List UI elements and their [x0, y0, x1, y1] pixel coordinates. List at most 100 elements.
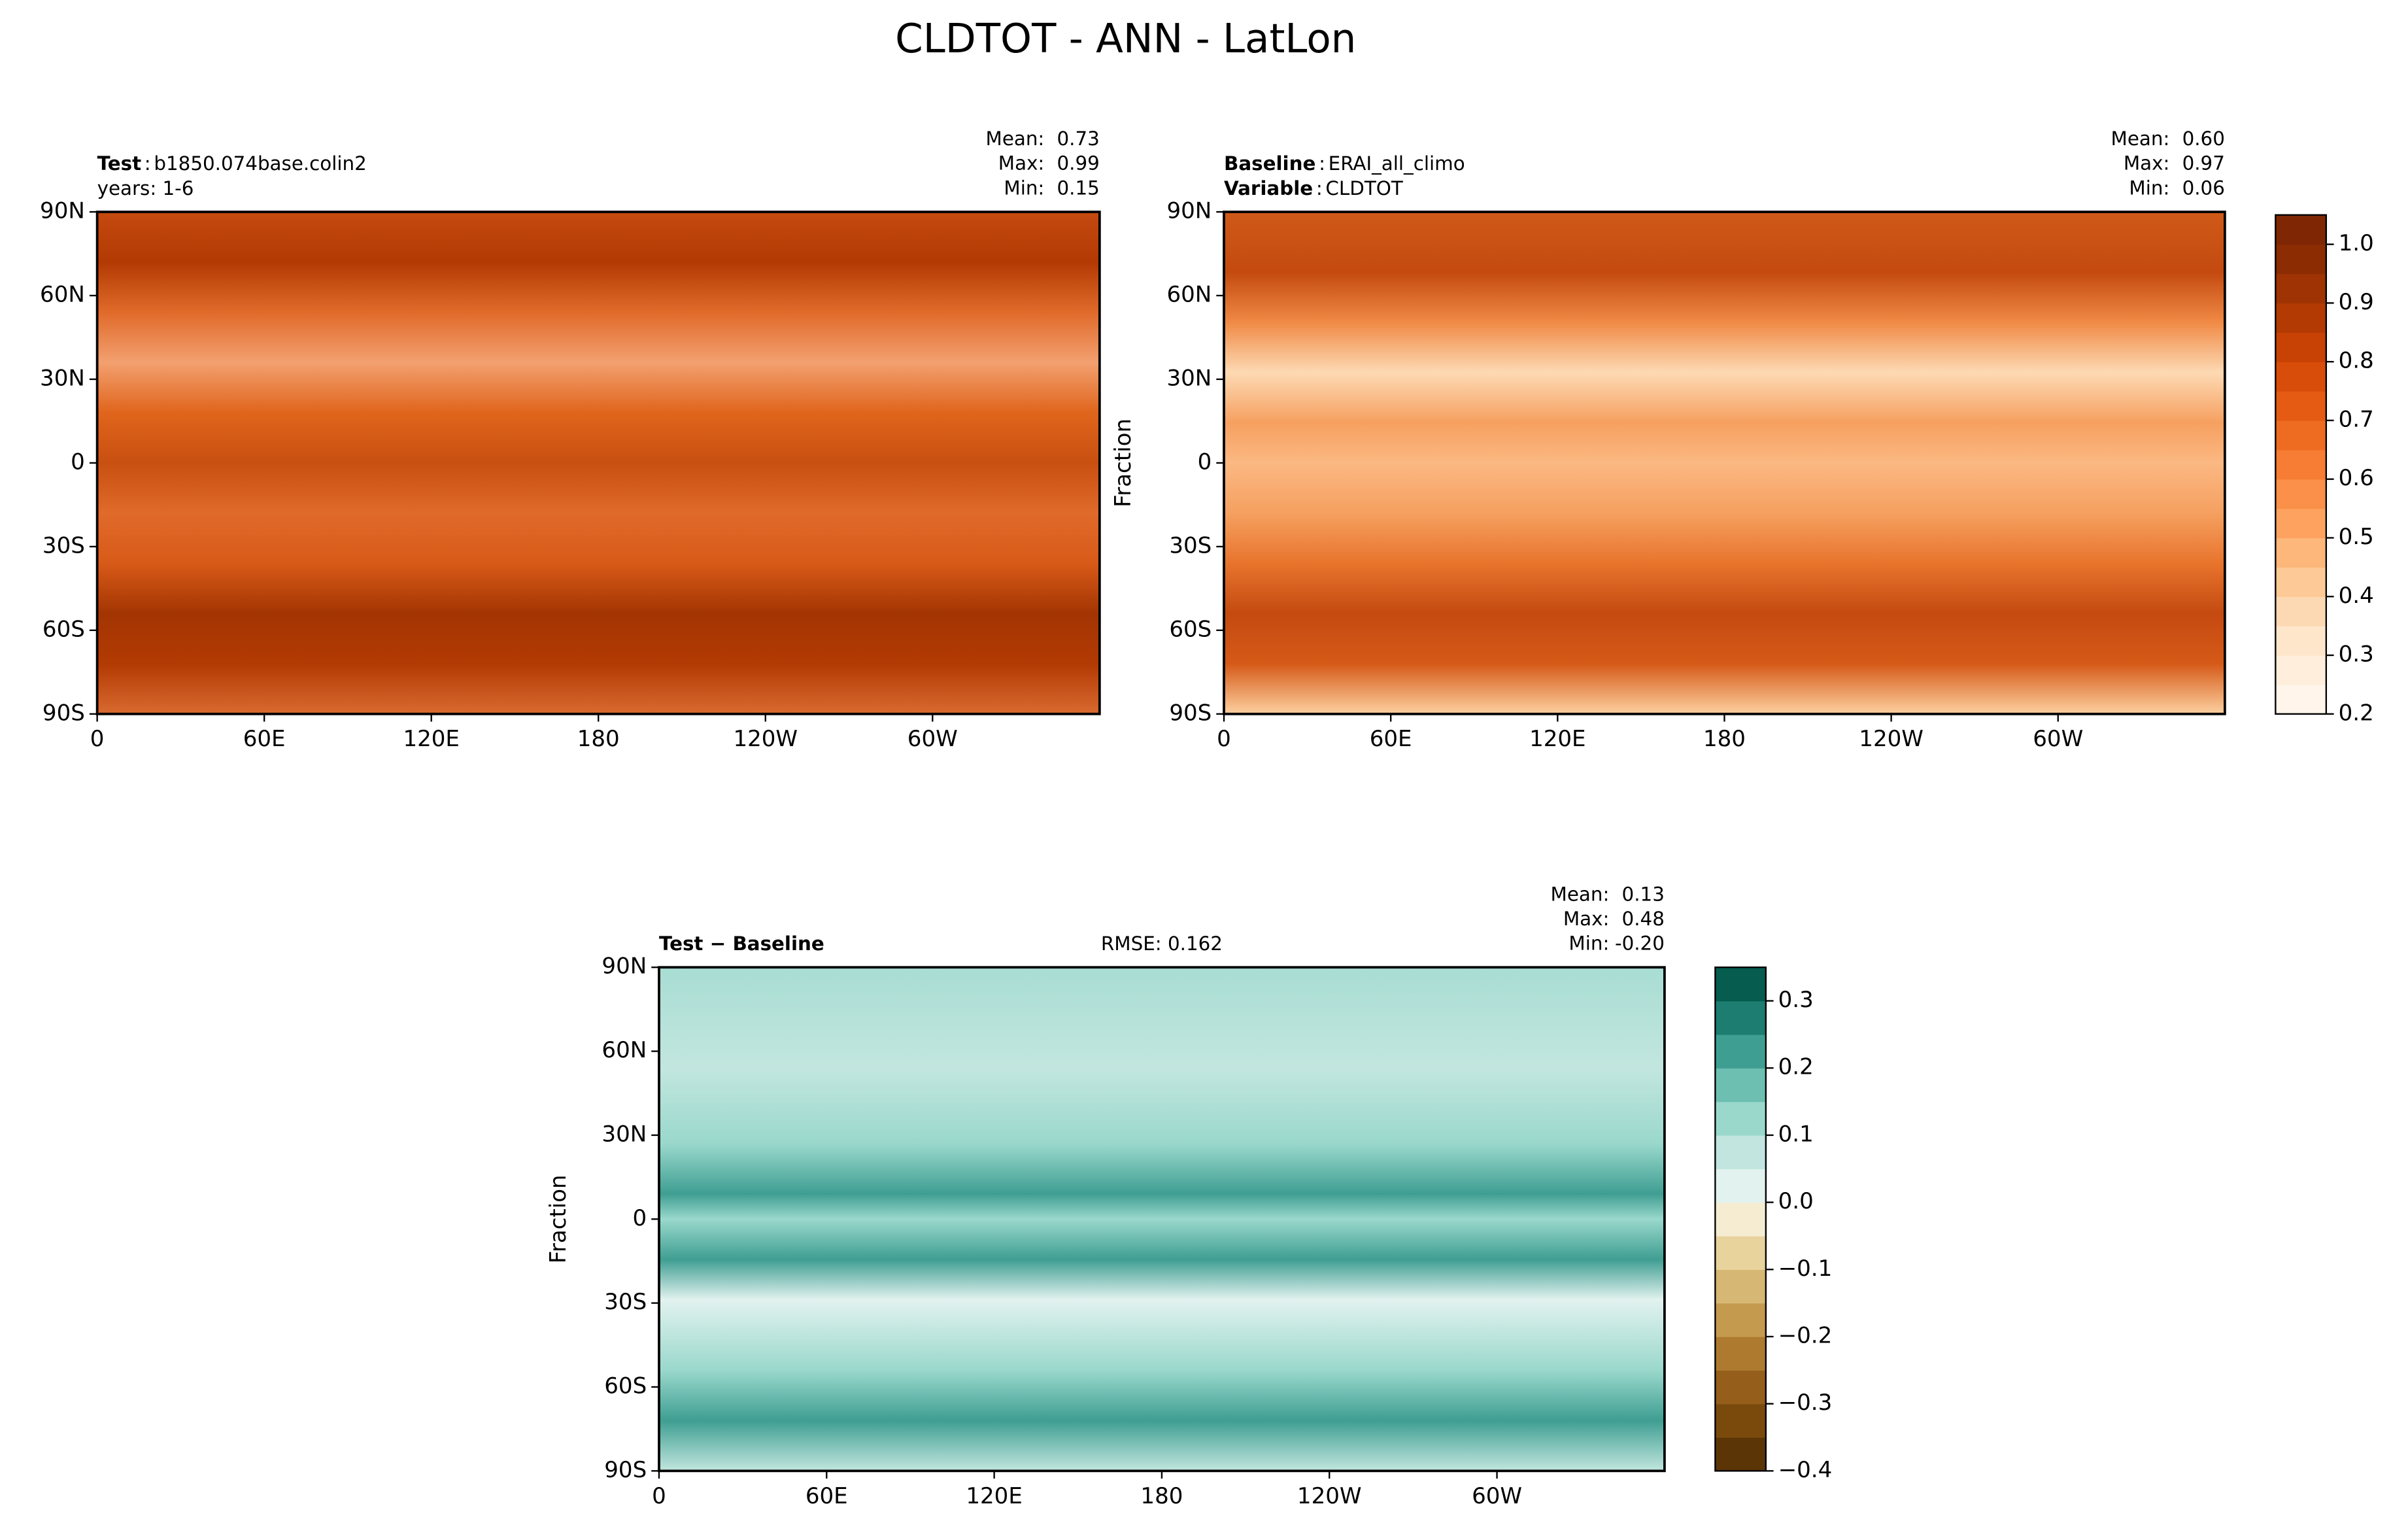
colorbar-band	[1715, 1403, 1766, 1438]
colorbar-tick-label: 0.3	[1778, 987, 1814, 1013]
colorbar-band	[1715, 1370, 1766, 1405]
colorbar-tick-label: −0.4	[1778, 1457, 1833, 1483]
colorbar-band	[2275, 567, 2326, 597]
y-tick-label: 30S	[42, 532, 85, 558]
x-tick-label: 120E	[966, 1483, 1022, 1509]
stat-value: 0.97	[2182, 152, 2225, 175]
rmse-label: RMSE:	[1101, 932, 1162, 954]
panel-label-text: years: 1-6	[97, 177, 194, 199]
stat-value: 0.13	[1622, 883, 1665, 905]
panel-label: Baseline: ERAI_all_climo	[1224, 152, 1465, 175]
stat-value: 0.48	[1622, 908, 1665, 930]
colorbar-band	[2275, 508, 2326, 539]
y-tick-label: 60S	[1169, 616, 1212, 642]
x-tick-label: 60E	[243, 726, 286, 752]
colorbar-band	[2275, 214, 2326, 245]
stat-value: 0.73	[1057, 128, 1100, 150]
stat-value: 0.60	[2182, 128, 2225, 150]
y-tick-label: 90S	[604, 1457, 647, 1483]
x-tick-label: 60W	[2033, 726, 2083, 752]
y-tick-label: 30N	[602, 1121, 647, 1147]
y-tick-label: 30S	[604, 1289, 647, 1315]
colorbar-band	[1715, 1336, 1766, 1371]
x-tick-label: 180	[1140, 1483, 1183, 1509]
x-tick-label: 60E	[805, 1483, 848, 1509]
y-tick-label: 0	[71, 449, 85, 475]
x-tick-label: 60E	[1370, 726, 1412, 752]
stat-value: 0.15	[1057, 177, 1100, 199]
colorbar-tick-label: 0.4	[2339, 583, 2374, 609]
y-tick-label: 30N	[40, 365, 85, 391]
x-tick-label: 0	[1217, 726, 1231, 752]
stat-name: Max:	[2124, 152, 2170, 175]
x-tick-label: 120E	[1529, 726, 1586, 752]
colorbar-band	[2275, 596, 2326, 626]
colorbar-tick-label: 0.1	[1778, 1121, 1814, 1147]
panel-label-sep: :	[1316, 177, 1323, 199]
map-field	[1224, 212, 2225, 714]
colorbar-band	[1715, 1235, 1766, 1270]
colorbar-band	[2275, 244, 2326, 275]
y-tick-label: 0	[633, 1205, 647, 1231]
x-tick-label: 0	[90, 726, 105, 752]
stat-value: 0.06	[2182, 177, 2225, 199]
panel-label-sep: :	[1319, 152, 1325, 175]
x-tick-label: 180	[577, 726, 620, 752]
colorbar-tick-label: −0.1	[1778, 1256, 1833, 1282]
panel-label-text: b1850.074base.colin2	[154, 152, 366, 175]
y-axis-label: Fraction	[545, 1174, 571, 1263]
panel-label: Test: b1850.074base.colin2	[97, 152, 367, 175]
panel-label: Variable: CLDTOT	[1224, 177, 1403, 199]
x-tick-label: 120W	[1297, 1483, 1362, 1509]
x-tick-label: 60W	[1472, 1483, 1522, 1509]
colorbar-band	[1715, 1437, 1766, 1472]
y-tick-label: 30N	[1166, 365, 1212, 391]
stat-name: Mean:	[986, 128, 1045, 150]
colorbar-band	[2275, 362, 2326, 392]
y-tick-label: 60N	[1166, 281, 1212, 307]
y-tick-label: 0	[1198, 449, 1212, 475]
stat-name: Max:	[998, 152, 1045, 175]
colorbar-tick-label: 0.6	[2339, 465, 2374, 491]
colorbar-band	[2275, 273, 2326, 304]
colorbar-band	[1715, 1135, 1766, 1169]
y-tick-label: 60N	[602, 1037, 647, 1063]
colorbar-band	[2275, 479, 2326, 509]
panel-label: Test − Baseline	[659, 932, 824, 954]
y-tick-label: 90N	[40, 198, 85, 224]
colorbar-tick-label: 0.5	[2339, 524, 2374, 550]
y-tick-label: 30S	[1169, 532, 1212, 558]
panel-label-text: ERAI_all_climo	[1329, 152, 1465, 175]
map-field	[97, 212, 1100, 714]
stat-name: Min:	[1004, 177, 1044, 199]
panel-label-bold: Test − Baseline	[659, 932, 824, 954]
colorbar-tick-label: 1.0	[2339, 230, 2374, 256]
colorbar-band	[2275, 332, 2326, 362]
colorbar-band	[2275, 684, 2326, 715]
colorbar-band	[1715, 1001, 1766, 1035]
colorbar-frame	[1714, 967, 1767, 1472]
figure-title: CLDTOT - ANN - LatLon	[895, 16, 1356, 62]
stat-name: Min:	[1569, 932, 1609, 954]
colorbar-tick-label: 0.0	[1778, 1188, 1814, 1214]
x-tick-label: 60W	[907, 726, 958, 752]
x-tick-label: 120W	[1859, 726, 1924, 752]
colorbar-tick-label: 0.2	[2339, 700, 2374, 726]
y-tick-label: 60S	[604, 1373, 647, 1399]
panel-label-bold: Baseline	[1224, 152, 1315, 175]
colorbar-tick-label: −0.3	[1778, 1390, 1833, 1416]
colorbar-band	[1715, 1269, 1766, 1304]
y-tick-label: 60N	[40, 281, 85, 307]
stat-name: Mean:	[1551, 883, 1610, 905]
rmse-value: 0.162	[1168, 932, 1223, 954]
stat-value: 0.99	[1057, 152, 1100, 175]
panel-label-bold: Test	[97, 152, 141, 175]
colorbar-band	[2275, 303, 2326, 333]
colorbar-tick-label: 0.7	[2339, 406, 2374, 432]
y-tick-label: 90S	[42, 700, 85, 726]
colorbar-band	[1715, 1169, 1766, 1203]
panel-label-sep: :	[144, 152, 151, 175]
stat-name: Min:	[2129, 177, 2169, 199]
